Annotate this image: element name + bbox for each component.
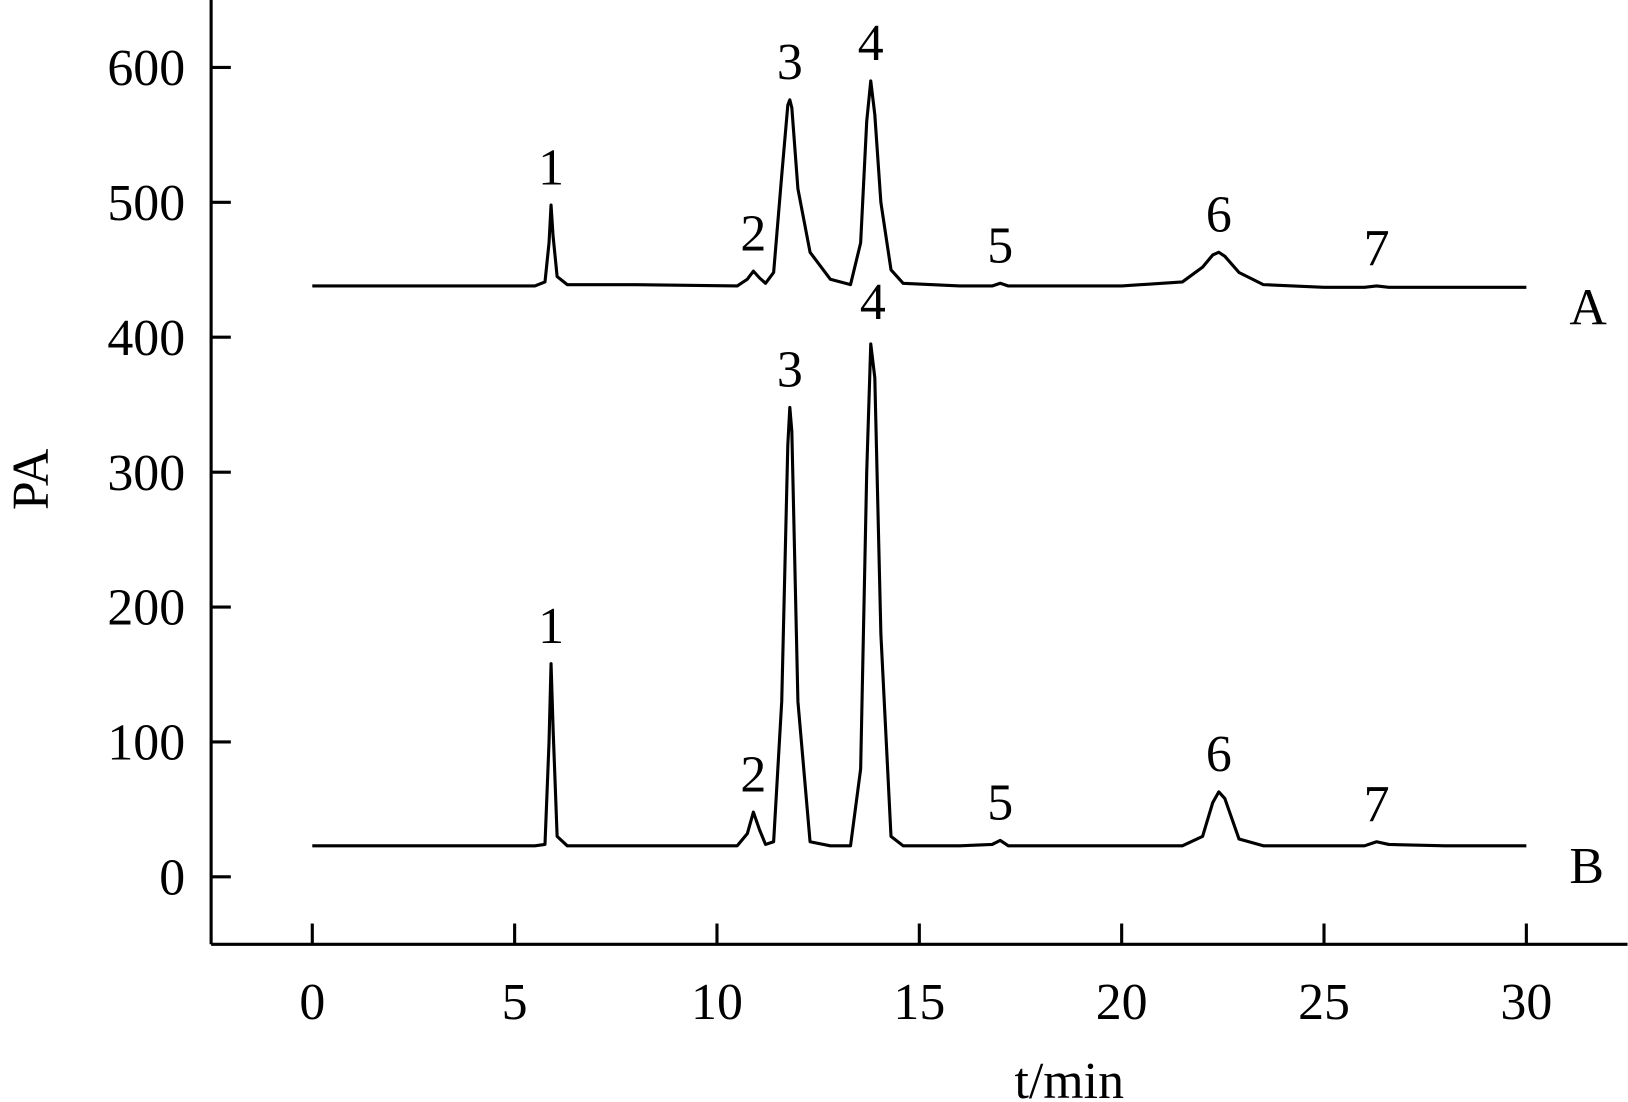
peak-label: 3 <box>777 34 803 91</box>
y-tick-label: 600 <box>107 40 185 97</box>
y-tick-label: 400 <box>107 310 185 367</box>
peak-label: 4 <box>858 15 884 72</box>
peak-label: 6 <box>1206 726 1232 783</box>
peak-label: 2 <box>740 205 766 262</box>
x-tick-label: 25 <box>1298 974 1350 1031</box>
peak-label: 1 <box>538 598 564 655</box>
y-tick-label: 200 <box>107 580 185 637</box>
trace-label: B <box>1569 838 1604 895</box>
peak-label: 4 <box>860 274 886 331</box>
x-axis-label: t/min <box>1014 1053 1124 1102</box>
peak-label: 3 <box>777 342 803 399</box>
x-tick-label: 20 <box>1096 974 1148 1031</box>
x-tick-label: 5 <box>502 974 528 1031</box>
y-tick-label: 300 <box>107 445 185 502</box>
peak-label: 7 <box>1364 776 1390 833</box>
peak-label: 5 <box>987 775 1013 832</box>
x-tick-label: 15 <box>893 974 945 1031</box>
x-tick-label: 0 <box>299 974 325 1031</box>
trace-label: A <box>1569 280 1607 337</box>
x-tick-label: 10 <box>691 974 743 1031</box>
y-tick-label: 500 <box>107 175 185 232</box>
trace <box>312 79 1527 289</box>
peak-label: 1 <box>538 139 564 196</box>
trace <box>312 342 1527 848</box>
y-tick-label: 100 <box>107 715 185 772</box>
y-axis-label: PA <box>3 448 60 510</box>
x-tick-label: 30 <box>1500 974 1552 1031</box>
peak-label: 6 <box>1206 187 1232 244</box>
peak-label: 2 <box>740 746 766 803</box>
peak-label: 5 <box>987 218 1013 275</box>
y-tick-label: 0 <box>159 849 185 906</box>
peak-label: 7 <box>1364 220 1390 277</box>
